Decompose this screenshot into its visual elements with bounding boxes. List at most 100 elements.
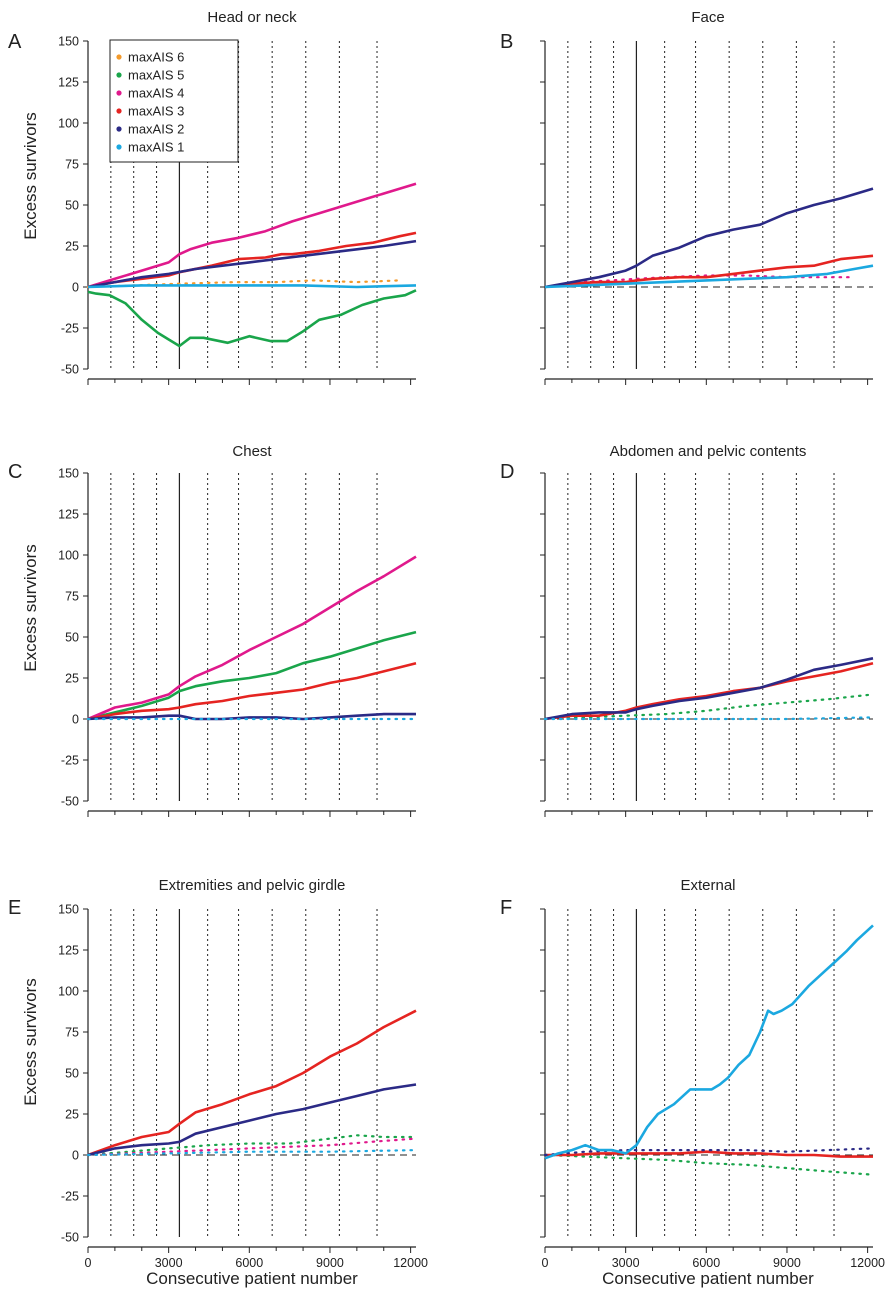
panel-a: A Head or neck -50 -25 0 25 50 75 100 125 150 ma… xyxy=(8,9,417,385)
series-maxais-4 xyxy=(576,274,856,284)
series-maxais-3 xyxy=(87,231,417,289)
legend-marker-maxais-4 xyxy=(116,90,122,96)
x-tick-label: 12000 xyxy=(393,1256,428,1270)
series-maxais-1 xyxy=(544,264,874,289)
legend: maxAIS 6 maxAIS 5 maxAIS 4 maxAIS 3 maxA… xyxy=(109,39,239,163)
panel-letter-d: D xyxy=(500,461,514,483)
legend-label-maxais-4: maxAIS 4 xyxy=(128,86,184,101)
y-axis-label-a: Excess survivors xyxy=(21,112,40,240)
panel-letter-f: F xyxy=(500,897,512,919)
x-axis-label-f: Consecutive patient number xyxy=(602,1269,814,1288)
y-tick-label: 100 xyxy=(58,985,79,999)
series-maxais-1 xyxy=(86,1148,418,1157)
series-maxais-6 xyxy=(86,279,401,289)
y-tick-label: 75 xyxy=(65,590,79,604)
y-tick-label: 125 xyxy=(58,76,79,90)
legend-marker-maxais-6 xyxy=(116,54,122,60)
y-tick-label: 100 xyxy=(58,117,79,131)
panel-d: D Abdomen and pelvic contents xyxy=(500,443,875,817)
y-tick-label: 100 xyxy=(58,549,79,563)
x-tick-label: 0 xyxy=(542,1256,549,1270)
plot-area-b xyxy=(540,40,874,385)
panel-f: F External 0 3000 6000 9000 12000 Consecutiv… xyxy=(500,877,885,1288)
x-tick-label: 3000 xyxy=(155,1256,183,1270)
panel-e: E Extremities and pelvic girdle -50 -25 0 2… xyxy=(8,877,428,1288)
legend-label-maxais-3: maxAIS 3 xyxy=(128,104,184,119)
y-tick-label: 50 xyxy=(65,199,79,213)
legend-marker-maxais-5 xyxy=(116,72,122,78)
series-maxais-5 xyxy=(87,630,417,721)
plot-area-d xyxy=(540,472,875,817)
y-tick-label: 0 xyxy=(72,713,79,727)
series-maxais-2 xyxy=(87,239,417,289)
x-tick-label: 9000 xyxy=(773,1256,801,1270)
x-tick-label: 6000 xyxy=(235,1256,263,1270)
series-maxais-3 xyxy=(87,661,417,721)
series-maxais-2 xyxy=(544,657,874,721)
series-maxais-1 xyxy=(543,716,875,721)
y-tick-label: 150 xyxy=(58,903,79,917)
y-tick-label: 50 xyxy=(65,631,79,645)
y-tick-label: -25 xyxy=(61,1190,79,1204)
series-maxais-3 xyxy=(544,661,874,721)
y-tick-label: 75 xyxy=(65,158,79,172)
panel-title-b: Face xyxy=(691,9,724,26)
legend-label-maxais-2: maxAIS 2 xyxy=(128,122,184,137)
y-tick-label: 150 xyxy=(58,35,79,49)
series-maxais-3 xyxy=(545,1150,873,1158)
series-maxais-4 xyxy=(87,555,417,721)
panel-title-c: Chest xyxy=(232,443,272,460)
panel-c: C Chest -50 -25 0 25 50 75 100 125 150 xyxy=(8,443,418,817)
panel-title-d: Abdomen and pelvic contents xyxy=(610,443,807,460)
legend-box xyxy=(109,39,239,163)
y-tick-label: 25 xyxy=(65,1108,79,1122)
series-maxais-3 xyxy=(544,254,874,289)
y-tick-label: 75 xyxy=(65,1026,79,1040)
legend-marker-maxais-1 xyxy=(116,144,122,150)
series-maxais-1 xyxy=(87,284,417,289)
panel-letter-c: C xyxy=(8,461,22,483)
x-tick-label: 9000 xyxy=(316,1256,344,1270)
y-tick-label: 50 xyxy=(65,1067,79,1081)
series-maxais-5 xyxy=(86,1134,418,1157)
series-maxais-4 xyxy=(86,1137,418,1157)
series-maxais-5 xyxy=(543,1153,875,1176)
legend-label-maxais-6: maxAIS 6 xyxy=(128,50,184,65)
panel-letter-b: B xyxy=(500,31,513,53)
y-tick-label: 125 xyxy=(58,508,79,522)
x-tick-label: 3000 xyxy=(612,1256,640,1270)
x-axis-label-e: Consecutive patient number xyxy=(146,1269,358,1288)
panel-title-f: External xyxy=(680,877,735,894)
series-maxais-2 xyxy=(87,712,416,721)
panel-letter-a: A xyxy=(8,31,22,53)
legend-label-maxais-5: maxAIS 5 xyxy=(128,68,184,83)
series-maxais-4 xyxy=(87,182,417,289)
legend-label-maxais-1: maxAIS 1 xyxy=(128,140,184,155)
y-tick-label: 150 xyxy=(58,467,79,481)
series-maxais-1 xyxy=(544,924,874,1160)
plot-area-a: -50 -25 0 25 50 75 100 125 150 xyxy=(58,35,417,385)
y-axis-label-e: Excess survivors xyxy=(21,978,40,1106)
plot-area-f: 0 3000 6000 9000 12000 xyxy=(540,908,885,1270)
panel-letter-e: E xyxy=(8,897,21,919)
y-tick-label: 125 xyxy=(58,944,79,958)
legend-marker-maxais-2 xyxy=(116,126,122,132)
series-maxais-3 xyxy=(87,1009,417,1157)
panel-b: B Face xyxy=(500,9,874,385)
y-tick-label: 0 xyxy=(72,1149,79,1163)
series-maxais-2 xyxy=(544,187,874,289)
series-maxais-2 xyxy=(87,1083,417,1157)
y-tick-label: 0 xyxy=(72,281,79,295)
y-tick-label: -25 xyxy=(61,322,79,336)
y-tick-label: -50 xyxy=(61,1231,79,1245)
y-tick-label: 25 xyxy=(65,672,79,686)
y-axis-label-c: Excess survivors xyxy=(21,544,40,672)
x-tick-label: 6000 xyxy=(692,1256,720,1270)
y-tick-label: -50 xyxy=(61,363,79,377)
x-tick-label: 12000 xyxy=(850,1256,885,1270)
legend-marker-maxais-3 xyxy=(116,108,122,114)
plot-area-e: -50 -25 0 25 50 75 100 125 150 0 3000 6000 9000 12000 xyxy=(58,903,428,1271)
y-tick-label: 25 xyxy=(65,240,79,254)
panel-title-e: Extremities and pelvic girdle xyxy=(159,877,346,894)
